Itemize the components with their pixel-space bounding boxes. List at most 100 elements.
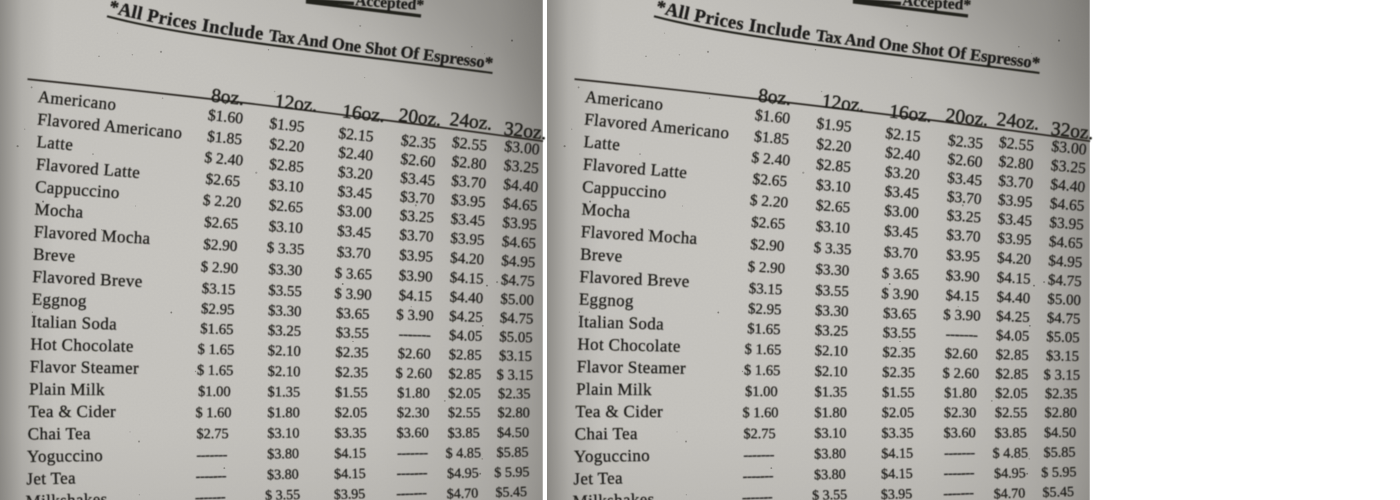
svg-text:$2.40: $2.40 [337,144,374,164]
svg-text:$2.30: $2.30 [397,405,429,421]
svg-text:$ 3.55: $ 3.55 [265,488,300,500]
svg-text:$4.95: $4.95 [447,465,479,482]
svg-text:$1.55: $1.55 [335,385,368,401]
svg-text:$4.75: $4.75 [500,310,534,327]
svg-text:$2.15: $2.15 [338,125,375,146]
svg-text:$ 1.65: $ 1.65 [197,363,234,380]
svg-text:$2.05: $2.05 [335,405,367,421]
svg-text:$2.20: $2.20 [268,136,305,156]
svg-text:$4.40: $4.40 [503,176,540,196]
svg-text:$4.25: $4.25 [449,309,483,326]
svg-text:$3.45: $3.45 [400,170,437,190]
svg-text:$3.70: $3.70 [399,226,435,245]
svg-text:$3.00: $3.00 [337,202,373,222]
svg-text:12oz.: 12oz. [274,91,319,117]
svg-text:$4.65: $4.65 [502,195,538,215]
svg-text:$ 3.65: $ 3.65 [334,266,372,284]
svg-text:$3.95: $3.95 [399,248,434,266]
svg-text:-------: ------- [397,465,428,482]
svg-text:$4.15: $4.15 [449,270,484,288]
svg-text:$3.45: $3.45 [337,223,372,242]
svg-text:$1.60: $1.60 [207,107,244,128]
svg-text:$2.85: $2.85 [268,156,305,176]
svg-text:$1.80: $1.80 [397,385,430,401]
svg-text:$3.85: $3.85 [448,425,480,441]
svg-text:32oz.: 32oz. [503,119,548,145]
svg-text:$3.70: $3.70 [451,172,488,192]
svg-text:$3.25: $3.25 [503,157,540,177]
svg-text:$4.15: $4.15 [334,446,366,462]
svg-text:$3.15: $3.15 [499,348,532,365]
svg-text:Chai Tea: Chai Tea [28,424,91,443]
svg-text:$2.60: $2.60 [400,151,437,171]
svg-text:$1.35: $1.35 [267,384,300,400]
svg-text:$2.55: $2.55 [448,405,480,421]
svg-text:$2.35: $2.35 [498,386,531,402]
svg-text:$4.05: $4.05 [449,328,483,345]
svg-text:$3.55: $3.55 [336,325,370,342]
svg-text:$1.95: $1.95 [269,115,306,136]
svg-text:$3.80: $3.80 [267,467,299,484]
svg-text:-------: ------- [396,486,427,500]
svg-text:-------: ------- [398,327,431,344]
svg-text:$2.35: $2.35 [335,365,368,382]
svg-text:$2.65: $2.65 [268,197,304,217]
svg-text:-------: ------- [196,468,227,485]
svg-text:$3.10: $3.10 [268,177,304,197]
svg-text:$3.10: $3.10 [268,218,304,237]
svg-text:$2.95: $2.95 [201,301,235,318]
svg-text:8oz.: 8oz. [210,85,245,110]
svg-text:$2.35: $2.35 [400,132,437,153]
svg-text:$2.80: $2.80 [451,153,488,173]
svg-text:$2.90: $2.90 [203,237,238,255]
svg-text:Italian Soda: Italian Soda [31,312,118,334]
svg-text:$3.95: $3.95 [502,214,538,234]
svg-text:$3.80: $3.80 [267,446,299,462]
svg-text:$3.95: $3.95 [450,230,485,249]
svg-text:$5.05: $5.05 [499,329,533,346]
svg-text:$1.85: $1.85 [206,128,243,148]
svg-text:$4.40: $4.40 [449,290,483,307]
svg-text:$1.80: $1.80 [267,405,299,421]
svg-text:$ 3.90: $ 3.90 [334,286,372,304]
svg-text:$4.95: $4.95 [501,253,536,271]
svg-text:$2.65: $2.65 [204,214,239,233]
svg-text:$2.80: $2.80 [498,405,530,421]
svg-text:Plain Milk: Plain Milk [29,380,105,400]
svg-text:$3.25: $3.25 [399,207,435,227]
svg-text:$ 2.20: $ 2.20 [202,192,242,212]
svg-text:Eggnog: Eggnog [32,290,88,311]
svg-text:$4.65: $4.65 [501,233,536,252]
svg-text:$4.15: $4.15 [398,288,432,305]
svg-text:$3.60: $3.60 [397,425,429,441]
svg-text:$3.10: $3.10 [267,426,299,442]
svg-text:$ 3.35: $ 3.35 [266,240,305,258]
svg-text:$3.20: $3.20 [337,164,374,184]
svg-text:$3.95: $3.95 [450,191,486,211]
svg-text:Mocha: Mocha [34,200,84,222]
svg-text:$4.75: $4.75 [501,272,536,290]
svg-text:$4.20: $4.20 [450,250,485,268]
svg-text:$2.75: $2.75 [196,426,228,442]
svg-text:Breve: Breve [33,245,76,266]
svg-text:$3.70: $3.70 [399,188,435,208]
svg-text:$3.45: $3.45 [450,210,486,230]
svg-text:$2.60: $2.60 [397,346,430,363]
svg-text:$ 1.65: $ 1.65 [197,342,234,359]
svg-text:Flavored Breve: Flavored Breve [32,267,143,291]
svg-text:$5.45: $5.45 [495,485,527,500]
svg-text:$ 2.90: $ 2.90 [200,259,238,277]
svg-text:$2.35: $2.35 [335,345,368,362]
svg-text:$3.15: $3.15 [201,281,235,298]
svg-text:Tea & Cider: Tea & Cider [28,402,116,421]
svg-text:$3.95: $3.95 [334,487,366,500]
svg-text:$2.10: $2.10 [268,364,301,381]
svg-text:$1.00: $1.00 [198,384,231,400]
svg-text:$4.70: $4.70 [447,486,479,500]
svg-text:$4.50: $4.50 [497,425,529,441]
svg-text:24oz.: 24oz. [449,109,494,135]
svg-text:-------: ------- [397,445,428,461]
svg-text:$3.45: $3.45 [337,183,373,203]
svg-text:$3.30: $3.30 [268,303,302,320]
svg-text:$5.85: $5.85 [496,445,528,461]
